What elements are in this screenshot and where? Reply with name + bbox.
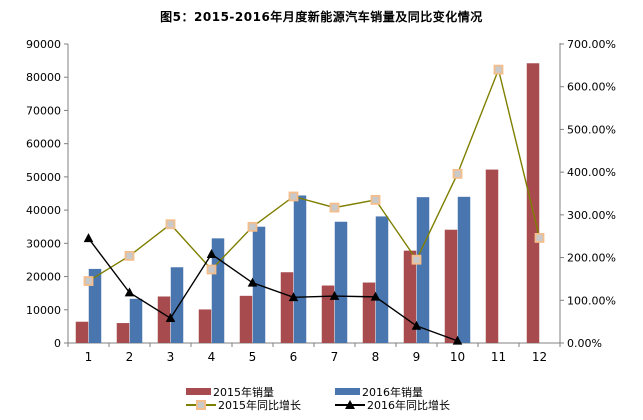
square-marker-2015年同比增长-m9 <box>411 254 422 265</box>
line-2016年同比增长 <box>87 237 458 342</box>
line-2016-swatch-icon <box>335 399 365 409</box>
left-axis-label: 20000 <box>26 271 61 284</box>
right-axis-label: 100.00% <box>567 294 616 307</box>
square-marker-2015年同比增长-m7 <box>329 202 340 213</box>
triangle-marker-2016年同比增长-m4 <box>206 248 217 258</box>
bar-2015年销量-m2 <box>116 323 130 343</box>
legend-column-left: 2015年销量 2015年同比增长 <box>186 385 301 412</box>
left-axis-label: 30000 <box>26 237 61 250</box>
bar-2016年销量-m9 <box>416 197 430 343</box>
series-2016年同比增长 <box>83 233 463 345</box>
bar-2015年销量-m4 <box>198 309 212 343</box>
legend-label-2015-sales: 2015年销量 <box>213 385 274 399</box>
right-axis-label: 400.00% <box>567 166 616 179</box>
left-axis-label: 90000 <box>26 38 61 51</box>
bar-2016年销量-m6 <box>293 195 307 343</box>
triangle-marker-2016年同比增长-m10 <box>452 335 463 345</box>
square-marker-2015年同比增长-m3 <box>165 219 176 230</box>
triangle-marker-2016年同比增长-m1 <box>83 233 94 243</box>
bar-2016年销量-m1 <box>88 268 102 343</box>
triangle-marker-2016年同比增长-m7 <box>329 290 340 300</box>
x-axis-label: 4 <box>208 350 216 364</box>
line-2015年同比增长 <box>88 67 541 282</box>
left-axis-label: 50000 <box>26 171 61 184</box>
bar-2015年销量-m3 <box>157 296 171 343</box>
x-axis-label: 3 <box>167 350 175 364</box>
x-axis-label: 9 <box>413 350 421 364</box>
right-axis-label: 700.00% <box>567 38 616 51</box>
line-2015-swatch-icon <box>186 399 216 410</box>
right-axis-label: 200.00% <box>567 252 616 265</box>
square-marker-icon <box>196 399 206 410</box>
bar-2015年销量-m6 <box>280 272 294 343</box>
bar-2015年销量-m1 <box>75 321 89 343</box>
right-axis-label: 300.00% <box>567 209 616 222</box>
bar-2015年销量-m11 <box>485 169 499 343</box>
left-axis-label: 80000 <box>26 71 61 84</box>
square-marker-2015年同比增长-m11 <box>493 64 504 75</box>
x-axis-label: 8 <box>372 350 380 364</box>
bar-2015年销量-m8 <box>362 282 376 343</box>
square-marker-2015年同比增长-m10 <box>452 168 463 179</box>
legend-item-2015-growth: 2015年同比增长 <box>186 398 301 412</box>
square-marker-2015年同比增长-m12 <box>534 233 545 243</box>
square-marker-2015年同比增长-m6 <box>288 191 299 202</box>
square-marker-2015年同比增长-m2 <box>124 250 135 261</box>
series-2016年销量 <box>88 195 471 343</box>
x-axis-label: 12 <box>532 350 547 364</box>
triangle-marker-2016年同比增长-m9 <box>411 320 422 330</box>
series-2015年销量 <box>75 63 540 343</box>
right-axis-label: 600.00% <box>567 81 616 94</box>
left-axis-label: 60000 <box>26 138 61 151</box>
bar-2016-swatch-icon <box>335 388 360 395</box>
bar-2015年销量-m7 <box>321 285 335 343</box>
legend-item-2015-sales: 2015年销量 <box>186 385 301 399</box>
left-axis-label: 0 <box>54 337 61 350</box>
bar-2016年销量-m3 <box>170 267 184 343</box>
left-axis-label: 10000 <box>26 304 61 317</box>
left-axis-label: 70000 <box>26 104 61 117</box>
legend-label-2016-sales: 2016年销量 <box>362 385 423 399</box>
legend: 2015年销量 2015年同比增长 2016年销量 2016年同比增长 <box>186 385 450 412</box>
legend-item-2016-growth: 2016年同比增长 <box>335 398 450 412</box>
triangle-marker-2016年同比增长-m8 <box>370 291 381 301</box>
legend-column-right: 2016年销量 2016年同比增长 <box>335 385 450 412</box>
triangle-marker-2016年同比增长-m6 <box>288 292 299 302</box>
legend-item-2016-sales: 2016年销量 <box>335 385 450 399</box>
triangle-marker-icon <box>345 399 355 409</box>
right-axis-label: 500.00% <box>567 123 616 136</box>
bar-2016年销量-m4 <box>211 238 225 343</box>
square-marker-2015年同比增长-m1 <box>83 276 94 286</box>
square-marker-2015年同比增长-m5 <box>247 221 258 232</box>
x-axis-label: 5 <box>249 350 257 364</box>
left-axis-label: 40000 <box>26 204 61 217</box>
x-axis-label: 11 <box>491 350 506 364</box>
bar-2016年销量-m7 <box>334 221 348 343</box>
square-marker-2015年同比增长-m8 <box>370 195 381 205</box>
x-axis-label: 2 <box>126 350 134 364</box>
legend-label-2015-growth: 2015年同比增长 <box>218 398 301 412</box>
chart-title: 图5：2015-2016年月度新能源汽车销量及同比变化情况 <box>160 10 483 24</box>
bar-2016年销量-m2 <box>129 298 143 343</box>
square-marker-2015年同比增长-m4 <box>206 264 217 275</box>
bar-2016年销量-m10 <box>457 196 471 343</box>
x-axis-label: 1 <box>85 350 93 364</box>
bar-2015-swatch-icon <box>186 388 211 395</box>
legend-label-2016-growth: 2016年同比增长 <box>367 398 450 412</box>
bar-2015年销量-m12 <box>526 63 540 343</box>
bar-2015年销量-m5 <box>239 295 253 343</box>
triangle-marker-2016年同比增长-m3 <box>165 313 176 323</box>
x-axis-label: 6 <box>290 350 298 364</box>
x-axis-label: 10 <box>450 350 465 364</box>
x-axis-label: 7 <box>331 350 339 364</box>
bar-2016年销量-m8 <box>375 216 389 343</box>
triangle-marker-2016年同比增长-m5 <box>247 277 258 287</box>
triangle-marker-2016年同比增长-m2 <box>124 287 135 297</box>
right-axis-label: 0.00% <box>567 337 602 350</box>
series-2015年同比增长 <box>83 64 545 286</box>
bar-2015年销量-m10 <box>444 229 458 343</box>
